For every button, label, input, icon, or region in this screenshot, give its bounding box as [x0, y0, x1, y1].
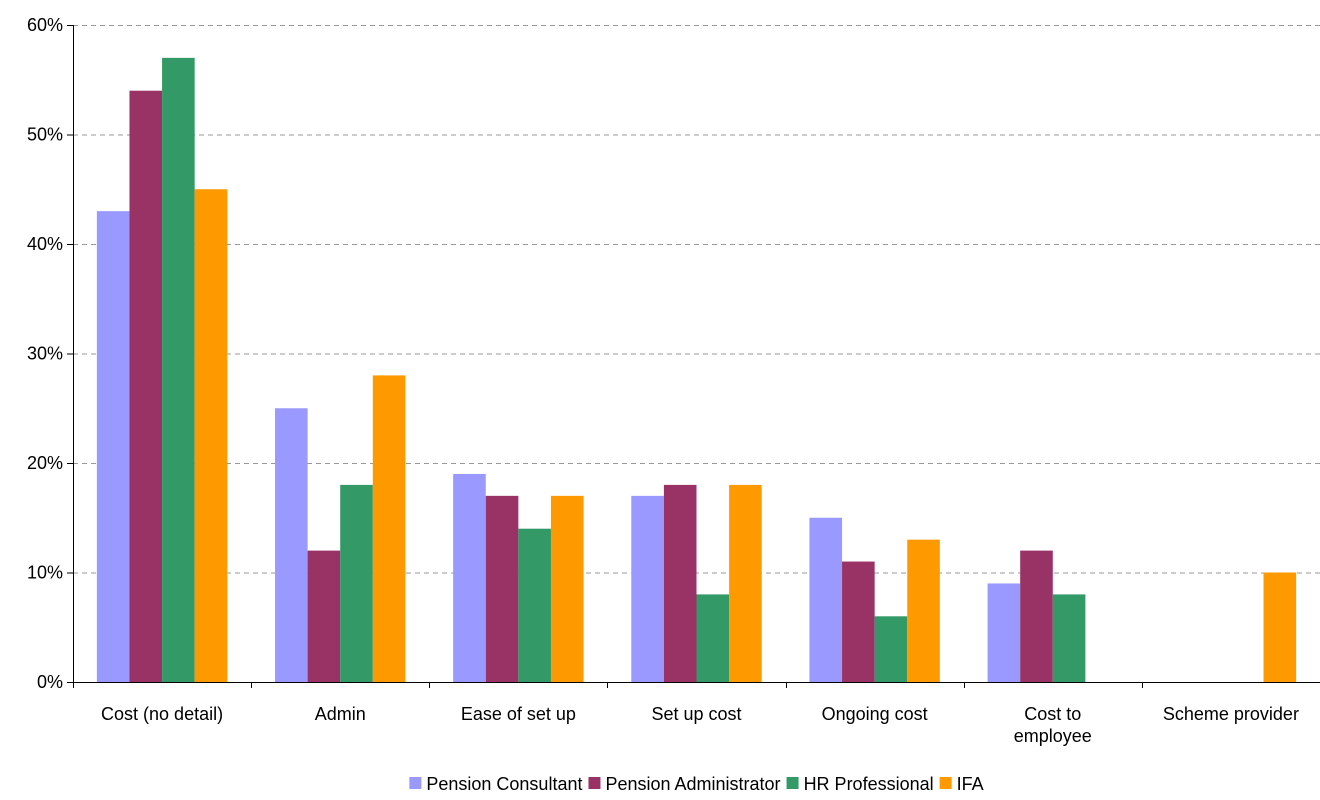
bar-s2-c4 [874, 616, 908, 682]
bar-s3-c0 [194, 189, 228, 682]
y-tick-label: 60% [27, 15, 63, 35]
category-label-line: Ease of set up [461, 704, 576, 724]
category-label: Ease of set up [461, 704, 576, 724]
legend-label: Pension Administrator [605, 774, 780, 794]
category-label: Cost to employee [1014, 704, 1092, 746]
axes [67, 25, 1320, 688]
bar-s2-c5 [1052, 594, 1086, 682]
bar-s0-c2 [453, 473, 486, 682]
bar-s3-c6 [1263, 572, 1297, 682]
legend-item: Pension Consultant [409, 774, 582, 794]
y-tick-label: 0% [37, 672, 63, 692]
bar-s2-c1 [340, 484, 373, 682]
category-label-line: Admin [315, 704, 366, 724]
bar-s0-c3 [631, 495, 664, 682]
category-label: Set up cost [651, 704, 741, 724]
bar-s0-c4 [809, 517, 843, 682]
y-tick-label: 30% [27, 344, 63, 364]
legend-swatch [939, 777, 952, 789]
y-axis-tick-labels: 0% 10% 20% 30% 40% 50% 60% [27, 15, 63, 692]
y-tick-label: 40% [27, 234, 63, 254]
category-label-line: Scheme provider [1163, 704, 1299, 724]
legend-item: IFA [939, 774, 984, 794]
legend-label: Pension Consultant [426, 774, 582, 794]
y-tick-label: 50% [27, 125, 63, 145]
bar-s1-c5 [1020, 550, 1053, 682]
legend-label: HR Professional [804, 774, 934, 794]
bar-s3-c1 [372, 375, 406, 682]
bar-s1-c2 [485, 495, 519, 682]
legend: Pension Consultant Pension Administrator H… [409, 774, 984, 794]
y-tick-label: 10% [27, 563, 63, 583]
bar-s0-c5 [987, 583, 1021, 682]
category-label-line: Cost to [1024, 704, 1081, 724]
bar-s1-c0 [129, 90, 163, 682]
bar-s1-c4 [842, 561, 875, 682]
legend-swatch [409, 777, 422, 789]
bar-s0-c0 [96, 211, 130, 682]
category-label-line: Set up cost [651, 704, 741, 724]
y-tick-label: 20% [27, 453, 63, 473]
bar-s2-c3 [696, 594, 730, 682]
legend-label: IFA [957, 774, 984, 794]
legend-swatch [588, 777, 601, 789]
legend-swatch [786, 777, 799, 789]
category-label: Ongoing cost [822, 704, 928, 724]
bar-s2-c0 [162, 57, 195, 683]
bars [96, 57, 1297, 683]
bar-s3-c4 [907, 539, 940, 682]
bar-s1-c3 [663, 484, 697, 682]
category-label-line: Ongoing cost [822, 704, 928, 724]
bar-s1-c1 [307, 550, 341, 682]
category-label: Admin [315, 704, 366, 724]
bar-s3-c3 [729, 484, 762, 682]
category-label-line: employee [1014, 726, 1092, 746]
bar-s2-c2 [518, 528, 551, 682]
bar-s0-c1 [275, 408, 308, 682]
legend-item: HR Professional [786, 774, 934, 794]
x-axis-category-labels: Cost (no detail) Admin Ease of set up Set u… [101, 704, 1299, 746]
category-label-line: Cost (no detail) [101, 704, 223, 724]
category-label: Scheme provider [1163, 704, 1299, 724]
legend-item: Pension Administrator [588, 774, 781, 794]
bar-s3-c2 [550, 495, 584, 682]
category-label: Cost (no detail) [101, 704, 223, 724]
